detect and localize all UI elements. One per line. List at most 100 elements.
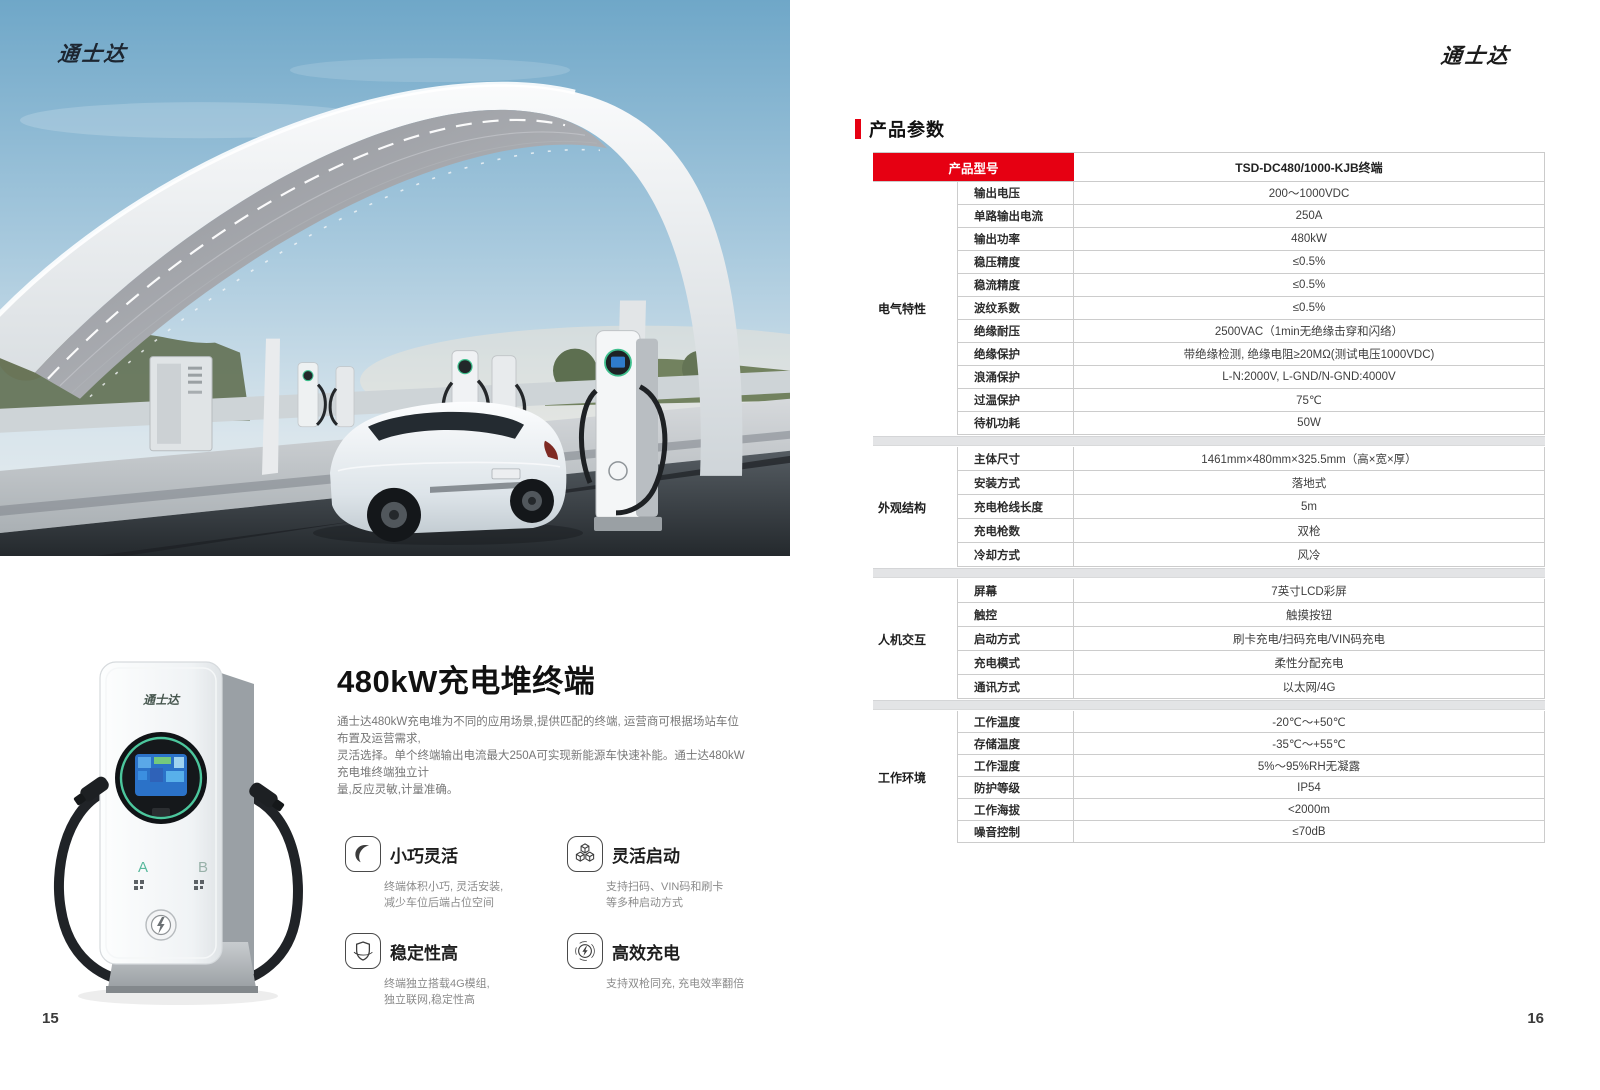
section-divider: [873, 568, 1545, 578]
param-cell: 工作湿度: [957, 755, 1073, 776]
ev-car: [313, 401, 583, 545]
table-row: 屏幕 7英寸LCD彩屏: [957, 579, 1545, 603]
gun-a-label: A: [138, 859, 148, 876]
param-cell: 屏幕: [957, 579, 1073, 602]
value-cell: 以太网/4G: [1073, 675, 1545, 698]
station-photo-illustration: [0, 0, 790, 556]
feature-description: 终端独立搭载4G模组, 独立联网,稳定性高: [384, 978, 490, 1006]
table-row: 启动方式 刷卡充电/扫码充电/VIN码充电: [957, 627, 1545, 651]
table-row: 稳流精度 ≤0.5%: [957, 274, 1545, 297]
shield-icon: [345, 933, 381, 969]
power-cabinet: [149, 356, 213, 452]
value-cell: 柔性分配充电: [1073, 651, 1545, 674]
feature-stability: 稳定性高 终端独立搭载4G模组, 独立联网,稳定性高: [345, 933, 567, 1008]
section-title-text: 产品参数: [869, 120, 945, 140]
table-row: 工作湿度 5%～95%RH无凝露: [957, 755, 1545, 777]
cubes-icon: [567, 836, 603, 872]
table-row: 通讯方式 以太网/4G: [957, 675, 1545, 699]
param-cell: 稳压精度: [957, 251, 1073, 273]
table-row: 输出功率 480kW: [957, 228, 1545, 251]
value-cell: 50W: [1073, 412, 1545, 434]
param-cell: 防护等级: [957, 777, 1073, 798]
table-row: 过温保护 75℃: [957, 389, 1545, 412]
table-row: 浪涌保护 L-N:2000V, L-GND/N-GND:4000V: [957, 366, 1545, 389]
table-row: 防护等级 IP54: [957, 777, 1545, 799]
param-cell: 启动方式: [957, 627, 1073, 650]
table-row: 触控 触摸按钮: [957, 603, 1545, 627]
section-title: 产品参数: [855, 116, 945, 142]
value-cell: L-N:2000V, L-GND/N-GND:4000V: [1073, 366, 1545, 388]
param-cell: 单路输出电流: [957, 205, 1073, 227]
description-line: 通士达480kW充电堆为不同的应用场景,提供匹配的终端, 运营商可根据场站车位布…: [337, 716, 739, 745]
page-number-left: 15: [42, 1010, 59, 1027]
table-row: 稳压精度 ≤0.5%: [957, 251, 1545, 274]
param-cell: 通讯方式: [957, 675, 1073, 698]
value-cell: ≤0.5%: [1073, 274, 1545, 296]
table-row: 充电枪线长度 5m: [957, 495, 1545, 519]
param-cell: 输出电压: [957, 182, 1073, 204]
param-cell: 工作海拔: [957, 799, 1073, 820]
description-line: 量,反应灵敏,计量准确。: [337, 784, 459, 796]
terminal-brand-label: 通士达: [143, 693, 181, 707]
param-cell: 绝缘保护: [957, 343, 1073, 365]
section-category: 外观结构: [878, 500, 927, 515]
value-cell: 刷卡充电/扫码充电/VIN码充电: [1073, 627, 1545, 650]
table-section-hmi: 人机交互 屏幕 7英寸LCD彩屏 触控 触摸按钮 启动方式 刷卡充电/扫码充电/VIN…: [873, 579, 1545, 699]
terminal-product-image: 通士达 A B: [46, 640, 310, 1012]
param-cell: 输出功率: [957, 228, 1073, 250]
brand-logo-left: 通士达: [56, 43, 129, 66]
bolt-icon: [567, 933, 603, 969]
value-cell: <2000m: [1073, 799, 1545, 820]
table-row: 绝缘耐压 2500VAC（1min无绝缘击穿和闪络）: [957, 320, 1545, 343]
table-row: 输出电压 200～1000VDC: [957, 182, 1545, 205]
param-cell: 充电模式: [957, 651, 1073, 674]
station-photo: [0, 0, 790, 556]
section-divider: [873, 700, 1545, 710]
value-cell: ≤0.5%: [1073, 251, 1545, 273]
value-cell: 250A: [1073, 205, 1545, 227]
crescent-icon: [345, 836, 381, 872]
charging-gun-left: [73, 776, 109, 806]
value-cell: 7英寸LCD彩屏: [1073, 579, 1545, 602]
table-row: 工作温度 -20℃～+50℃: [957, 711, 1545, 733]
value-cell: ≤70dB: [1073, 821, 1545, 842]
page-number-right: 16: [1527, 1010, 1544, 1027]
value-cell: 5m: [1073, 495, 1545, 518]
value-cell: 落地式: [1073, 471, 1545, 494]
terminal-illustration: 通士达 A B: [54, 661, 303, 1005]
value-cell: 5%～95%RH无凝露: [1073, 755, 1545, 776]
gun-b-label: B: [198, 859, 208, 876]
red-accent-bar: [855, 119, 861, 139]
value-cell: 2500VAC（1min无绝缘击穿和闪络）: [1073, 320, 1545, 342]
table-row: 存储温度 -35℃～+55℃: [957, 733, 1545, 755]
table-header-row: 产品型号 TSD-DC480/1000-KJB终端: [873, 152, 1545, 182]
table-section-environment: 工作环境 工作温度 -20℃～+50℃ 存储温度 -35℃～+55℃ 工作湿度 5%～…: [873, 711, 1545, 843]
description-line: 灵活选择。单个终端输出电流最大250A可实现新能源车快速补能。通士达480kW充…: [337, 750, 745, 779]
qr-code-icons: [134, 880, 204, 890]
value-cell: -20℃～+50℃: [1073, 711, 1545, 732]
param-cell: 存储温度: [957, 733, 1073, 754]
charger-posts: [297, 330, 668, 531]
value-cell: 75℃: [1073, 389, 1545, 411]
table-row: 绝缘保护 带绝缘检测, 绝缘电阻≥20MΩ(测试电压1000VDC): [957, 343, 1545, 366]
param-cell: 充电枪线长度: [957, 495, 1073, 518]
value-cell: 风冷: [1073, 543, 1545, 566]
brand-logo-right: 通士达: [1439, 45, 1512, 68]
feature-description: 支持扫码、VIN码和刷卡 等多种启动方式: [606, 881, 724, 909]
section-divider: [873, 436, 1545, 446]
param-cell: 稳流精度: [957, 274, 1073, 296]
feature-title: 灵活启动: [612, 846, 680, 866]
model-value-cell: TSD-DC480/1000-KJB终端: [1074, 153, 1545, 181]
param-cell: 主体尺寸: [957, 447, 1073, 470]
table-row: 工作海拔 <2000m: [957, 799, 1545, 821]
product-title: 480kW充电堆终端: [337, 664, 596, 699]
param-cell: 工作温度: [957, 711, 1073, 732]
table-section-structure: 外观结构 主体尺寸 1461mm×480mm×325.5mm（高×宽×厚） 安装方…: [873, 447, 1545, 567]
parameters-table: 产品型号 TSD-DC480/1000-KJB终端 电气特性 输出电压 200～1…: [873, 152, 1545, 843]
param-cell: 待机功耗: [957, 412, 1073, 434]
model-label-cell: 产品型号: [873, 153, 1074, 181]
value-cell: 480kW: [1073, 228, 1545, 250]
charging-gun-right: [249, 782, 285, 812]
param-cell: 充电枪数: [957, 519, 1073, 542]
table-row: 主体尺寸 1461mm×480mm×325.5mm（高×宽×厚）: [957, 447, 1545, 471]
